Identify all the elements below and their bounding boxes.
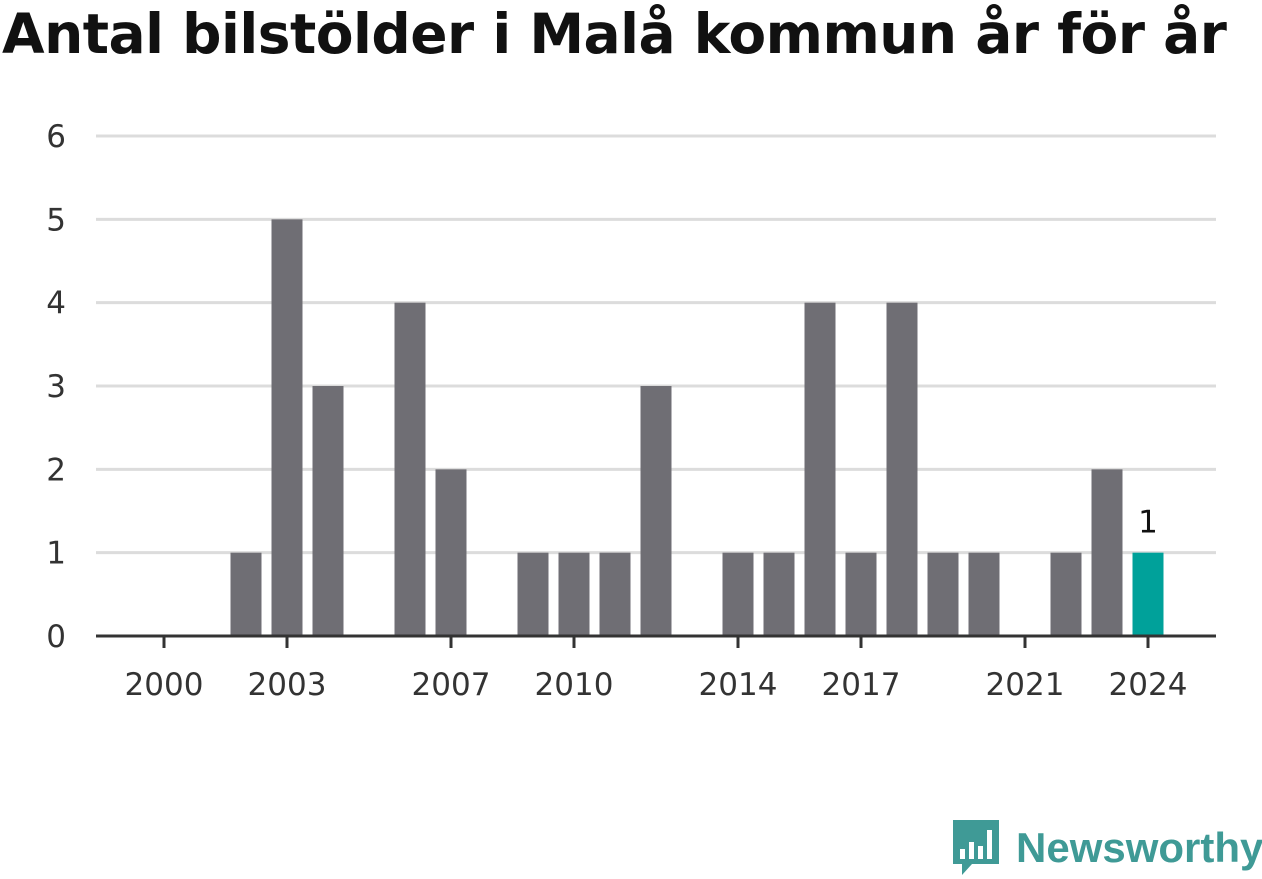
bar-2022 [1050, 552, 1082, 636]
bar-chart-speech-bubble-icon [953, 820, 999, 875]
bar-2007 [435, 469, 467, 636]
x-tick-label-2014: 2014 [699, 667, 778, 703]
y-axis-ticks: 0 1 2 3 4 5 6 [46, 119, 66, 655]
bars [230, 219, 1164, 637]
bar-2018 [886, 302, 918, 636]
bar-2016 [804, 302, 836, 636]
bar-2019 [927, 552, 959, 636]
bar-2015 [763, 552, 795, 636]
y-tick-label-6: 6 [46, 119, 66, 155]
bar-2009 [517, 552, 549, 636]
x-axis: 2000 2003 2007 2010 2014 2017 2021 2024 [96, 634, 1216, 703]
x-tick-label-2000: 2000 [125, 667, 204, 703]
x-tick-label-2021: 2021 [986, 667, 1065, 703]
bar-2011 [599, 552, 631, 636]
brand-name: Newsworthy [1016, 824, 1262, 871]
y-tick-label-4: 4 [46, 286, 66, 322]
bar-2023 [1091, 469, 1123, 636]
y-tick-label-5: 5 [46, 202, 66, 238]
bar-2003 [271, 219, 303, 637]
x-tick-label-2003: 2003 [248, 667, 327, 703]
bar-2017 [845, 552, 877, 636]
x-tick-label-2017: 2017 [822, 667, 901, 703]
bar-2010 [558, 552, 590, 636]
y-tick-label-1: 1 [46, 536, 66, 572]
bar-2002 [230, 552, 262, 636]
chart-title: Antal bilstölder i Malå kommun år för år [2, 2, 1227, 66]
data-labels: 1 [1138, 505, 1158, 541]
x-tick-label-2024: 2024 [1109, 667, 1188, 703]
bar-2012 [640, 386, 672, 636]
bar-2020 [968, 552, 1000, 636]
y-tick-label-2: 2 [46, 452, 66, 488]
x-tick-label-2010: 2010 [535, 667, 614, 703]
data-label-2024: 1 [1138, 505, 1158, 541]
bar-2004 [312, 386, 344, 636]
bar-2024 [1132, 552, 1164, 636]
bar-2006 [394, 302, 426, 636]
y-tick-label-3: 3 [46, 369, 66, 405]
x-tick-label-2007: 2007 [412, 667, 491, 703]
newsworthy-logo: Newsworthy [950, 818, 1262, 878]
bar-2014 [722, 552, 754, 636]
y-tick-label-0: 0 [46, 619, 66, 655]
